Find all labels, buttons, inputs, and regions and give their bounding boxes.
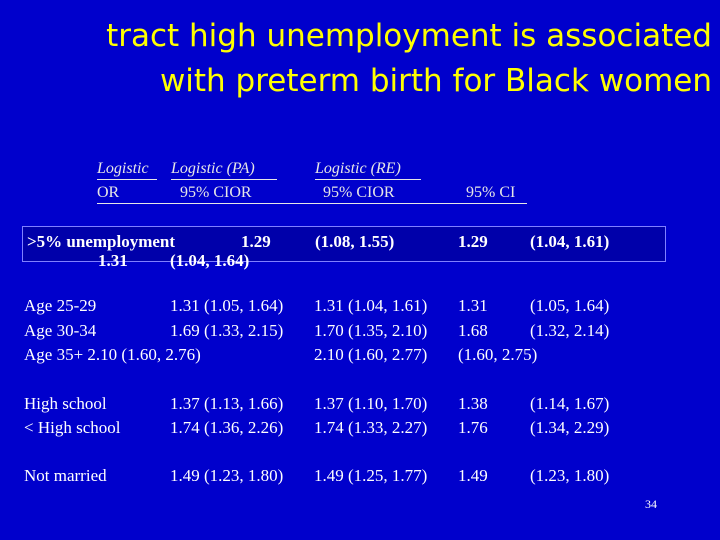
- header-or: OR: [97, 184, 120, 201]
- row-value: 1.74 (1.33, 2.27): [314, 418, 428, 437]
- row-value: 1.70 (1.35, 2.10): [314, 321, 428, 340]
- header-underline: [97, 203, 527, 204]
- highlight-value: 1.29: [241, 232, 271, 251]
- header-logistic: Logistic: [97, 160, 149, 177]
- header-logistic-re: Logistic (RE): [315, 160, 401, 177]
- highlight-label: >5% unemployment: [27, 232, 176, 251]
- highlight-value: (1.04, 1.64): [170, 251, 250, 270]
- row-value: (1.14, 1.67): [530, 394, 610, 413]
- row-label: Age 30-34: [24, 321, 97, 340]
- row-label: < High school: [24, 418, 121, 437]
- header-ci-or-1: 95% CIOR: [180, 184, 252, 201]
- slide-title-line-2: with preterm birth for Black women: [159, 63, 712, 99]
- header-underline: [97, 179, 157, 180]
- row-value: 1.37 (1.10, 1.70): [314, 394, 428, 413]
- row-label: Age 25-29: [24, 296, 97, 315]
- row-label: Not married: [24, 466, 107, 485]
- row-value: 1.49 (1.23, 1.80): [170, 466, 284, 485]
- row-value: 1.37 (1.13, 1.66): [170, 394, 284, 413]
- row-value: (1.23, 1.80): [530, 466, 610, 485]
- highlight-box: [22, 226, 666, 262]
- highlight-value: (1.08, 1.55): [315, 232, 395, 251]
- row-value: 1.31 (1.04, 1.61): [314, 296, 428, 315]
- header-underline: [315, 179, 421, 180]
- row-value: (1.32, 2.14): [530, 321, 610, 340]
- row-value: 1.38: [458, 394, 488, 413]
- row-value: 1.49: [458, 466, 488, 485]
- header-logistic-pa: Logistic (PA): [171, 160, 255, 177]
- row-value: (1.60, 2.75): [458, 345, 538, 364]
- header-ci: 95% CI: [466, 184, 516, 201]
- header-underline: [171, 179, 277, 180]
- row-value: 1.49 (1.25, 1.77): [314, 466, 428, 485]
- row-value: 1.69 (1.33, 2.15): [170, 321, 284, 340]
- row-value: 1.74 (1.36, 2.26): [170, 418, 284, 437]
- row-value: (1.34, 2.29): [530, 418, 610, 437]
- highlight-value: (1.04, 1.61): [530, 232, 610, 251]
- header-ci-or-2: 95% CIOR: [323, 184, 395, 201]
- row-value: (1.05, 1.64): [530, 296, 610, 315]
- row-value: 1.31 (1.05, 1.64): [170, 296, 284, 315]
- row-value: 1.68: [458, 321, 488, 340]
- row-value: 1.31: [458, 296, 488, 315]
- row-label: Age 35+ 2.10 (1.60, 2.76): [24, 345, 201, 364]
- row-value: 2.10 (1.60, 2.77): [314, 345, 428, 364]
- highlight-value: 1.29: [458, 232, 488, 251]
- row-label: High school: [24, 394, 107, 413]
- highlight-value: 1.31: [98, 251, 128, 270]
- slide-title-line-1: tract high unemployment is associated: [106, 18, 712, 54]
- row-value: 1.76: [458, 418, 488, 437]
- page-number: 34: [645, 497, 657, 511]
